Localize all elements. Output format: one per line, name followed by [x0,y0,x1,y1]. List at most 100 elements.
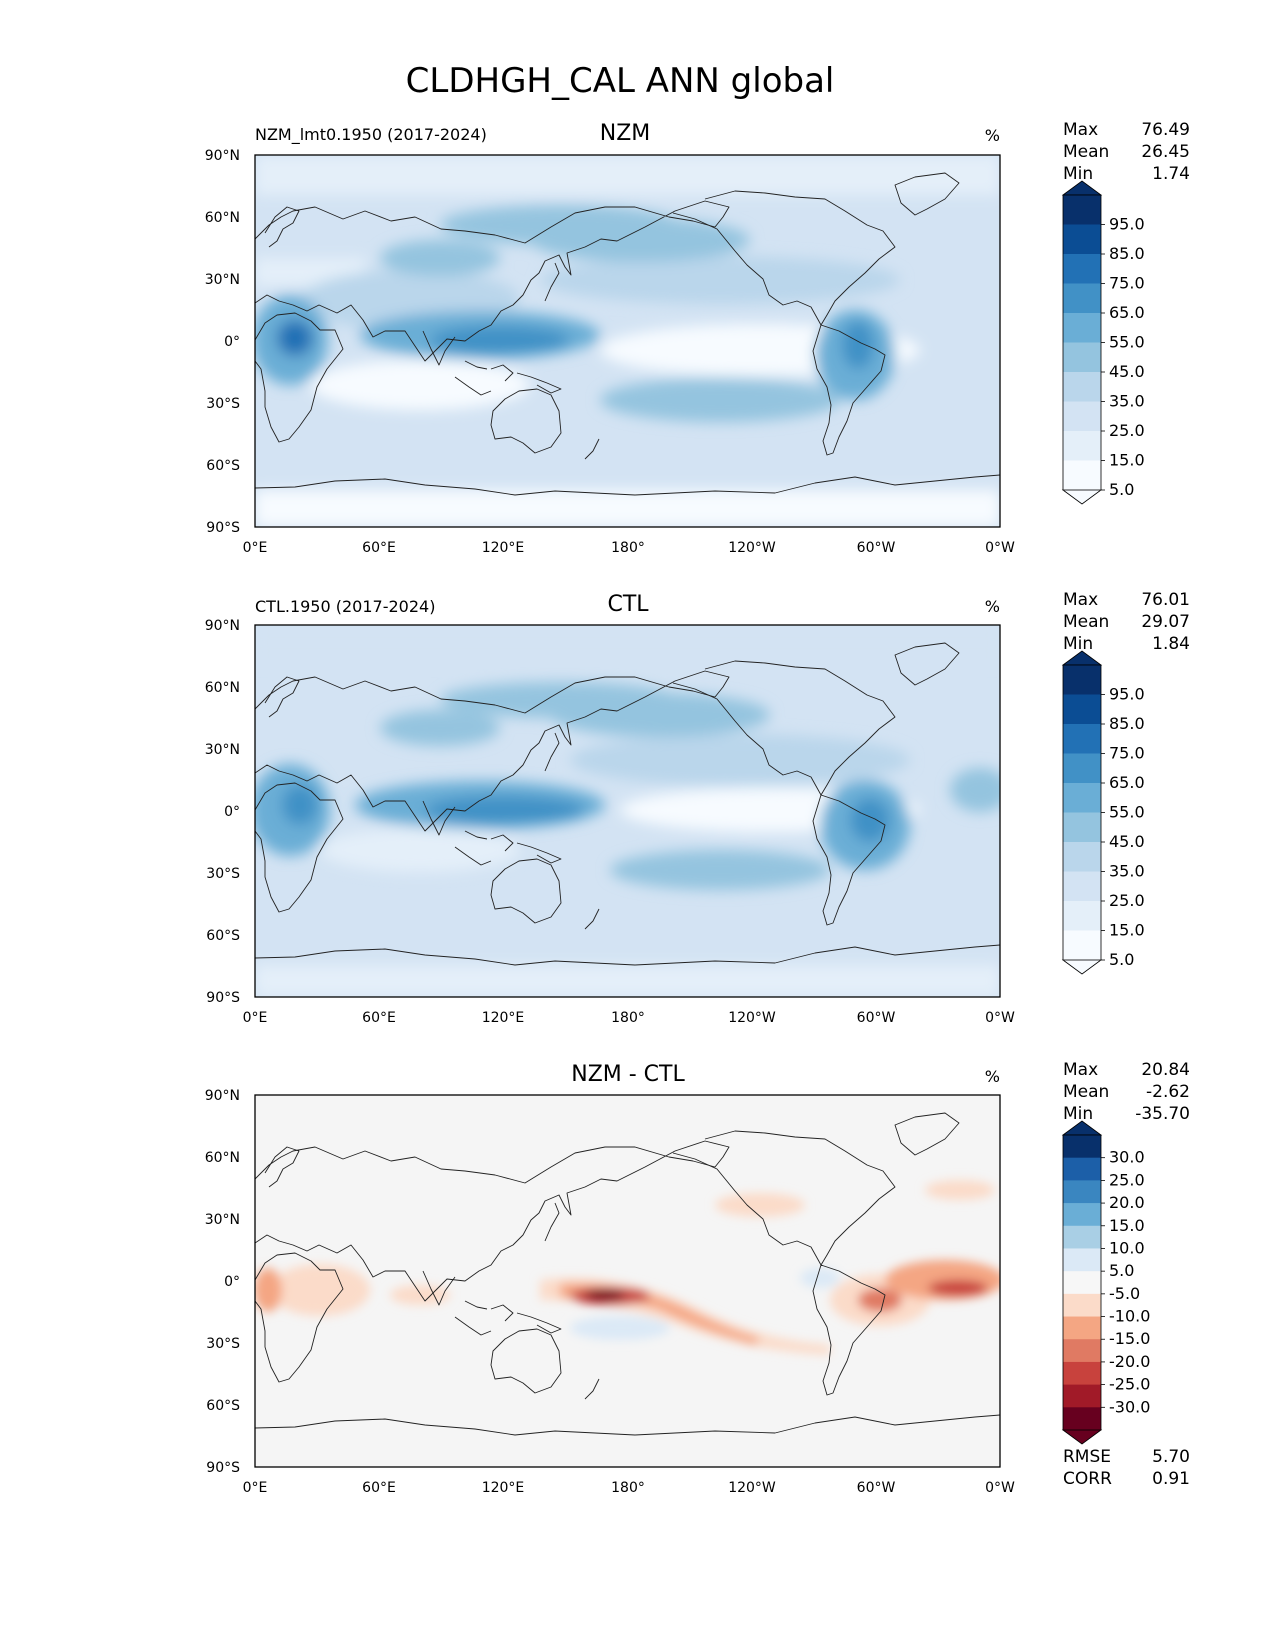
colorbar-level-label: 25.0 [1109,1170,1145,1189]
ytick-label: 90°N [205,148,240,164]
colorbar-segment [1063,283,1101,314]
colorbar-level-label: 95.0 [1109,215,1145,234]
colorbar-segment [1063,753,1101,784]
colorbar-segment [1063,1293,1101,1318]
stat-value: 20.84 [1141,1060,1190,1080]
panel-subtitle: NZM_lmt0.1950 (2017-2024) [255,125,487,145]
colorbar-level-label: 5.0 [1109,1261,1134,1280]
colorbar-segment [1063,1135,1101,1159]
xtick-label: 180° [611,540,645,556]
ytick-label: 0° [224,804,240,820]
stat-value: 1.74 [1152,164,1190,184]
xtick-label: 120°W [728,1480,776,1496]
xtick-label: 0°W [985,540,1015,556]
units-label: % [985,126,1000,145]
colorbar-level-label: 10.0 [1109,1238,1145,1257]
stat-value: -35.70 [1135,1104,1190,1124]
xtick-label: 0°E [243,540,268,556]
colorbar-extend-min [1061,489,1103,505]
colorbar-segment [1063,665,1101,695]
stat-value: 0.91 [1152,1469,1190,1489]
xtick-label: 60°E [362,540,396,556]
colorbar-segment [1063,812,1101,843]
xtick-label: 180° [611,1010,645,1026]
colorbar-extend-min [1061,959,1103,975]
ytick-label: 30°S [206,396,240,412]
colorbar-level-label: 25.0 [1109,891,1145,910]
xtick-label: 0°E [243,1480,268,1496]
colorbar-level-label: 85.0 [1109,714,1145,733]
stat-label: Min [1063,634,1093,654]
colorbar-segment [1063,1157,1101,1181]
ytick-label: 0° [224,1274,240,1290]
figure-title: CLDHGH_CAL ANN global [406,61,835,101]
colorbar-level-label: 75.0 [1109,274,1145,293]
colorbar-segment [1063,1407,1101,1431]
colorbar-level-label: 15.0 [1109,451,1145,470]
xtick-label: 120°E [482,1010,525,1026]
ytick-label: 60°S [206,928,240,944]
ytick-label: 90°N [205,618,240,634]
colorbar-level-label: 5.0 [1109,950,1134,969]
colorbar-level-label: 45.0 [1109,832,1145,851]
xtick-label: 60°W [857,1010,896,1026]
panel-title: NZM - CTL [571,1062,685,1087]
ytick-label: 30°N [205,1212,240,1228]
colorbar-segment [1063,1271,1101,1295]
panel-diff: NZM - CTL % 90°N 60°N 30°N 0° 30°S 60°S … [205,1060,1190,1496]
colorbar-segment [1063,401,1101,432]
map-field-nzm [255,155,1000,527]
stat-label: Max [1063,120,1098,140]
xtick-label: 0°E [243,1010,268,1026]
panel-nzm: NZM_lmt0.1950 (2017-2024) NZM % 90°N 60°… [205,120,1190,556]
xtick-label: 0°W [985,1480,1015,1496]
panel-ctl: CTL.1950 (2017-2024) CTL % 90°N 60°N 30°… [205,590,1190,1026]
stat-label: Min [1063,164,1093,184]
colorbar-segment [1063,1180,1101,1204]
colorbar-segment [1063,224,1101,255]
xtick-label: 120°E [482,540,525,556]
colorbar-level-label: -25.0 [1109,1375,1150,1394]
colorbar-segment [1063,1248,1101,1272]
colorbar-segment [1063,195,1101,225]
colorbar-level-label: 65.0 [1109,303,1145,322]
stat-value: 76.49 [1141,120,1190,140]
colorbar-level-label: 15.0 [1109,1216,1145,1235]
colorbar-level-label: 35.0 [1109,862,1145,881]
colorbar-level-label: 95.0 [1109,685,1145,704]
stat-label: Mean [1063,1082,1109,1102]
xtick-label: 0°W [985,1010,1015,1026]
ytick-label: 30°S [206,1336,240,1352]
ytick-label: 60°S [206,458,240,474]
colorbar-level-label: 85.0 [1109,244,1145,263]
colorbar-segment [1063,431,1101,461]
colorbar-level-label: 25.0 [1109,421,1145,440]
stat-label: Min [1063,1104,1093,1124]
colorbar-segment [1063,724,1101,754]
colorbar-segment [1063,1361,1101,1386]
ytick-label: 0° [224,334,240,350]
colorbar-level-label: -10.0 [1109,1307,1150,1326]
ytick-label: 60°N [205,1150,240,1166]
stat-value: 1.84 [1152,634,1190,654]
colorbar-segment [1063,1225,1101,1249]
colorbar-segment [1063,1316,1101,1340]
colorbar-level-label: 20.0 [1109,1193,1145,1212]
colorbar-segment [1063,901,1101,931]
ytick-label: 90°S [206,520,240,536]
ytick-label: 30°N [205,742,240,758]
colorbar-extend-min [1061,1429,1103,1445]
colorbar-level-label: -15.0 [1109,1329,1150,1348]
colorbar-segment [1063,313,1101,343]
colorbar-level-label: 15.0 [1109,921,1145,940]
colorbar-segment [1063,871,1101,902]
colorbar-level-label: 65.0 [1109,773,1145,792]
colorbar-level-label: 75.0 [1109,744,1145,763]
colorbar-level-label: -30.0 [1109,1397,1150,1416]
stat-value: 29.07 [1141,612,1190,632]
map-field-diff [255,1095,1000,1467]
colorbar-segment [1063,930,1101,961]
colorbar-segment [1063,694,1101,725]
colorbar-segment [1063,1384,1101,1408]
ytick-label: 60°N [205,210,240,226]
